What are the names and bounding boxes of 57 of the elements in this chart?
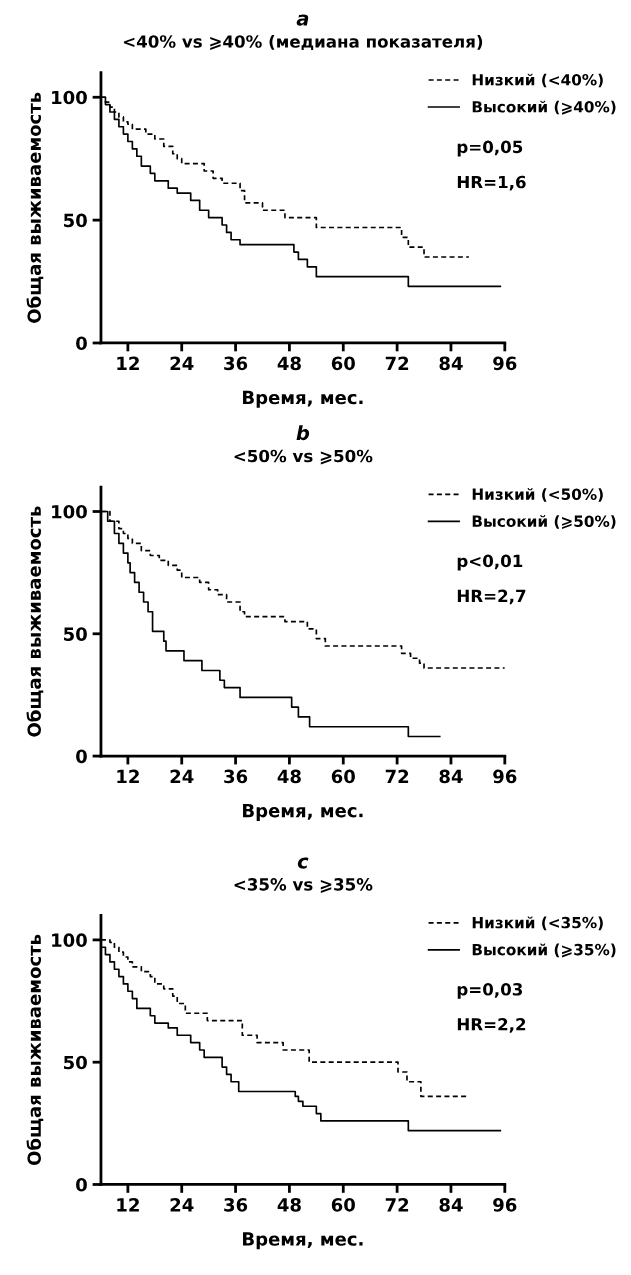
x-tick-label: 72	[385, 769, 409, 783]
chart-title: a	[296, 14, 309, 26]
annotation: p<0,01	[457, 554, 523, 571]
x-tick-label: 60	[331, 769, 355, 784]
x-axis-title: Время, мес.	[243, 390, 363, 408]
x-tick-label: 84	[439, 1197, 463, 1212]
x-tick-label: 24	[170, 769, 194, 783]
chart-subtitle: <50% vs ⩾50%	[234, 449, 373, 465]
chart-title: c	[297, 857, 309, 869]
legend-label: Низкий (<40%)	[472, 73, 603, 88]
x-tick-label: 96	[493, 1198, 517, 1212]
x-tick-label: 48	[277, 356, 301, 371]
y-tick-label: 0	[76, 749, 87, 764]
y-axis-title: Общая выживаемость	[26, 506, 44, 737]
y-tick-label: 100	[52, 90, 87, 105]
y-tick-label: 0	[76, 1177, 87, 1192]
x-tick-label: 84	[439, 356, 463, 371]
x-tick-label: 60	[331, 1197, 355, 1212]
y-axis-title: Общая выживаемость	[26, 934, 44, 1166]
chart-title: b	[296, 425, 310, 441]
annotation: HR=1,6	[457, 175, 526, 191]
legend-label: Высокий (⩾40%)	[472, 100, 616, 115]
x-tick-label: 12	[117, 356, 139, 370]
x-tick-label: 72	[385, 1197, 409, 1212]
x-tick-label: 36	[224, 356, 248, 371]
annotation: HR=2,7	[457, 589, 526, 605]
x-tick-label: 24	[170, 356, 194, 370]
x-tick-label: 12	[117, 1197, 139, 1212]
x-tick-label: 36	[224, 1197, 248, 1212]
x-tick-label: 72	[385, 356, 409, 370]
y-tick-label: 50	[64, 213, 87, 228]
x-tick-label: 12	[117, 769, 139, 783]
chart-subtitle: <40% vs ⩾40% (медиана показателя)	[123, 34, 483, 51]
annotation: p=0,05	[457, 140, 523, 157]
y-tick-label: 50	[64, 627, 87, 641]
y-axis-title: Общая выживаемость	[26, 92, 44, 323]
chart-subtitle: <35% vs ⩾35%	[234, 878, 373, 893]
x-tick-label: 24	[170, 1197, 194, 1212]
annotation: p=0,03	[457, 983, 523, 999]
x-tick-label: 48	[277, 769, 301, 784]
x-tick-label: 96	[493, 356, 517, 371]
y-tick-label: 100	[52, 933, 87, 948]
x-axis-title: Время, мес.	[243, 803, 363, 821]
y-tick-label: 50	[64, 1055, 87, 1070]
x-tick-label: 36	[224, 769, 248, 784]
legend-label: Высокий (⩾35%)	[472, 943, 616, 958]
x-tick-label: 84	[439, 769, 463, 784]
annotation: HR=2,2	[457, 1017, 526, 1033]
x-tick-label: 48	[277, 1197, 301, 1212]
legend-label: Низкий (<35%)	[472, 916, 603, 931]
y-tick-label: 0	[76, 336, 87, 351]
legend-label: Высокий (⩾50%)	[472, 515, 616, 530]
y-tick-label: 100	[52, 504, 87, 519]
x-tick-label: 96	[493, 769, 517, 784]
x-tick-label: 60	[331, 356, 355, 371]
legend-label: Низкий (<50%)	[472, 488, 603, 502]
x-axis-title: Время, мес.	[243, 1232, 363, 1250]
